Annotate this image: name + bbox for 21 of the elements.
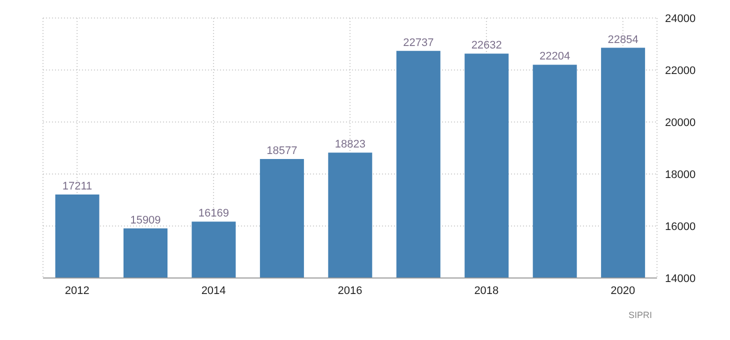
- text: SIPRI: [628, 310, 652, 320]
- data-label: 22632: [471, 40, 502, 52]
- data-label: 17211: [62, 180, 92, 193]
- data-label: 18577: [266, 145, 298, 157]
- data-label: 18823: [334, 138, 366, 151]
- x-tick-label: 2012: [64, 284, 90, 297]
- y-tick-label: 24000: [665, 12, 696, 25]
- y-tick-label: 16000: [665, 220, 696, 233]
- data-label: 22204: [540, 50, 570, 63]
- data-label: 15909: [130, 214, 161, 226]
- data-label: 22854: [608, 34, 638, 46]
- y-tick-label: 22000: [665, 64, 696, 77]
- y-tick-label: 18000: [665, 168, 696, 181]
- x-tick-label: 2014: [201, 284, 226, 297]
- data-label: 16169: [198, 208, 230, 220]
- x-tick-label: 2016: [338, 284, 362, 297]
- y-tick-label: 14000: [665, 272, 696, 285]
- data-label: 22737: [403, 36, 434, 49]
- x-tick-label: 2020: [610, 284, 636, 297]
- x-tick-label: 2018: [474, 284, 499, 297]
- y-tick-label: 20000: [665, 116, 696, 129]
